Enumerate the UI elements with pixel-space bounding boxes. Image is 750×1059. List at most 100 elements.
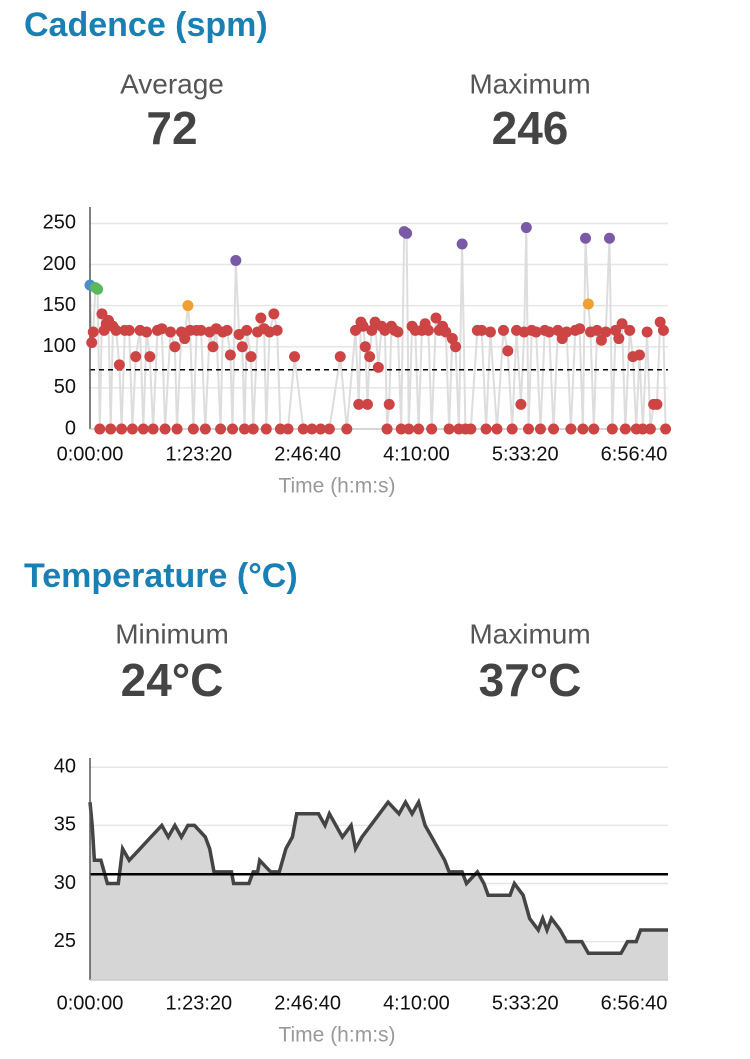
point <box>271 324 283 336</box>
point <box>381 423 393 435</box>
point <box>530 326 542 338</box>
point <box>236 341 248 353</box>
x-tick-label: 0:00:00 <box>57 443 124 465</box>
point <box>105 423 117 435</box>
x-tick-label: 5:33:20 <box>492 443 559 465</box>
point <box>341 423 353 435</box>
point <box>92 283 104 295</box>
area <box>90 802 668 980</box>
point <box>657 324 669 336</box>
point <box>123 324 135 336</box>
point <box>515 398 527 410</box>
point <box>260 423 272 435</box>
section-title: Temperature (°C) <box>24 557 298 595</box>
y-tick-label: 200 <box>43 253 76 275</box>
y-tick-label: 40 <box>54 756 76 778</box>
point <box>600 326 612 338</box>
x-axis-label: Time (h:m:s) <box>278 1024 395 1047</box>
point <box>561 326 573 338</box>
stat-value: 37°C <box>479 654 582 706</box>
point <box>523 423 535 435</box>
point <box>113 359 125 371</box>
point <box>221 324 233 336</box>
point <box>241 324 253 336</box>
y-tick-label: 50 <box>54 376 76 398</box>
point <box>595 334 607 346</box>
point <box>660 423 672 435</box>
x-tick-label: 1:23:20 <box>165 443 232 465</box>
point <box>126 423 138 435</box>
point <box>182 300 194 312</box>
point <box>395 423 407 435</box>
point <box>401 227 413 239</box>
point <box>582 298 594 310</box>
point <box>450 341 462 353</box>
point <box>353 398 365 410</box>
point <box>156 323 168 335</box>
point <box>199 423 211 435</box>
point <box>282 423 294 435</box>
point <box>465 423 477 435</box>
y-tick-label: 30 <box>54 872 76 894</box>
point <box>633 349 645 361</box>
point <box>224 349 236 361</box>
point <box>491 423 503 435</box>
stat-value: 72 <box>146 102 197 154</box>
point <box>187 423 199 435</box>
point <box>207 341 219 353</box>
point <box>289 351 301 363</box>
point <box>502 345 514 357</box>
stat-label: Average <box>120 68 224 99</box>
point <box>144 351 156 363</box>
point <box>588 423 600 435</box>
point <box>651 398 663 410</box>
point <box>565 423 577 435</box>
point <box>603 232 615 244</box>
point <box>169 341 181 353</box>
point <box>616 318 628 330</box>
point <box>274 423 286 435</box>
point <box>315 423 327 435</box>
stat-label: Maximum <box>469 618 590 649</box>
point <box>624 324 636 336</box>
point <box>577 423 589 435</box>
point <box>87 326 99 338</box>
point <box>580 232 592 244</box>
point <box>323 423 335 435</box>
point <box>520 222 532 234</box>
x-tick-label: 4:10:00 <box>383 443 450 465</box>
point <box>619 423 631 435</box>
stat-value: 24°C <box>121 654 224 706</box>
point <box>165 326 177 338</box>
point <box>392 326 404 338</box>
point <box>403 423 415 435</box>
line <box>88 797 668 956</box>
point <box>506 423 518 435</box>
point <box>637 423 649 435</box>
point <box>306 423 318 435</box>
point <box>497 324 509 336</box>
point <box>141 326 153 338</box>
point <box>413 423 425 435</box>
x-axis-label: Time (h:m:s) <box>278 475 395 498</box>
point <box>426 423 438 435</box>
point <box>245 351 257 363</box>
point <box>357 320 369 332</box>
point <box>130 351 142 363</box>
point <box>359 341 371 353</box>
point <box>372 361 384 373</box>
y-tick-label: 35 <box>54 814 76 836</box>
point <box>383 398 395 410</box>
y-tick-label: 150 <box>43 294 76 316</box>
point <box>239 423 251 435</box>
point <box>297 423 309 435</box>
stat-label: Minimum <box>115 618 229 649</box>
point <box>137 423 149 435</box>
point <box>606 423 618 435</box>
section-title: Cadence (spm) <box>24 6 268 44</box>
x-tick-label: 0:00:00 <box>57 992 124 1014</box>
point <box>147 423 159 435</box>
point <box>484 326 496 338</box>
point <box>94 423 106 435</box>
